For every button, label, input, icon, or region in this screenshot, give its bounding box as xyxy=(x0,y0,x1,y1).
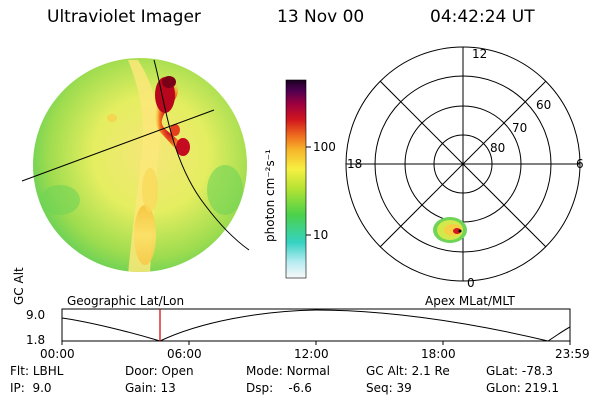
status-gc-alt: GC Alt: 2.1 Re xyxy=(366,364,450,378)
mlat-label-80: 80 xyxy=(490,141,506,155)
polar-diagonal xyxy=(379,80,547,248)
uv-image-disk xyxy=(21,58,250,272)
polar-emission-blob xyxy=(433,217,467,243)
mlat-label-60: 60 xyxy=(536,98,552,112)
mlt-label-6: 6 xyxy=(576,157,584,171)
time-label: 04:42:24 UT xyxy=(430,7,535,27)
mlt-label-0: 0 xyxy=(467,276,475,290)
timeline-x-tick: 23:59 xyxy=(555,347,590,361)
mlat-label-70: 70 xyxy=(512,121,528,135)
status-door: Door: Open xyxy=(125,364,194,378)
colorbar-tick-label: 100 xyxy=(313,140,336,154)
instrument-title: Ultraviolet Imager xyxy=(47,7,201,27)
mlt-label-12: 12 xyxy=(472,47,488,61)
timeline-x-tick: 00:00 xyxy=(40,347,75,361)
latitude-line xyxy=(21,109,215,182)
status-glat: GLat: -78.3 xyxy=(486,364,553,378)
geographic-panel-label: Geographic Lat/Lon xyxy=(67,294,185,308)
status-ip: IP: 9.0 xyxy=(10,381,52,395)
timeline-x-tick: 18:00 xyxy=(421,347,456,361)
status-flt: Flt: LBHL xyxy=(10,364,64,378)
colorbar-scale xyxy=(285,79,307,279)
status-glon: GLon: 219.1 xyxy=(486,381,559,395)
mlt-label-18: 18 xyxy=(347,157,363,171)
status-mode: Mode: Normal xyxy=(246,364,330,378)
status-dsp: Dsp: -6.6 xyxy=(246,381,312,395)
timeline-y-tick: 1.8 xyxy=(26,333,46,347)
timeline-x-tick: 12:00 xyxy=(294,347,329,361)
colorbar-tick-label: 10 xyxy=(313,228,329,242)
status-gain: Gain: 13 xyxy=(125,381,176,395)
status-seq: Seq: 39 xyxy=(366,381,412,395)
timeline-axis-label: GC Alt xyxy=(12,267,26,305)
timeline-frame xyxy=(61,308,571,342)
longitude-line xyxy=(153,59,250,251)
apex-panel-label: Apex MLat/MLT xyxy=(425,294,515,308)
altitude-curve xyxy=(61,309,571,342)
timeline-x-tick: 06:00 xyxy=(167,347,202,361)
date-label: 13 Nov 00 xyxy=(277,7,365,27)
timeline-y-tick: 9.0 xyxy=(26,308,46,322)
